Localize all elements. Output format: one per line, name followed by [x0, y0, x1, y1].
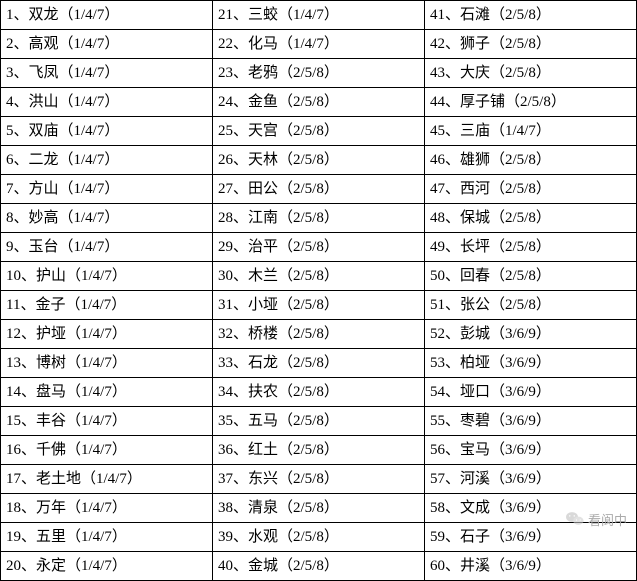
- table-row: 13、博树（1/4/7）33、石龙（2/5/8）53、柏垭（3/6/9）: [1, 349, 637, 378]
- table-row: 2、高观（1/4/7）22、化马（1/4/7）42、狮子（2/5/8）: [1, 30, 637, 59]
- table-cell: 33、石龙（2/5/8）: [213, 349, 425, 378]
- table-row: 16、千佛（1/4/7）36、红土（2/5/8）56、宝马（3/6/9）: [1, 436, 637, 465]
- table-cell: 44、厚子铺（2/5/8）: [425, 88, 637, 117]
- table-row: 6、二龙（1/4/7）26、天林（2/5/8）46、雄狮（2/5/8）: [1, 146, 637, 175]
- table-cell: 38、清泉（2/5/8）: [213, 494, 425, 523]
- table-cell: 21、三蛟（1/4/7）: [213, 1, 425, 30]
- table-cell: 43、大庆（2/5/8）: [425, 59, 637, 88]
- table-cell: 56、宝马（3/6/9）: [425, 436, 637, 465]
- table-cell: 32、桥楼（2/5/8）: [213, 320, 425, 349]
- table-cell: 17、老土地（1/4/7）: [1, 465, 213, 494]
- table-row: 18、万年（1/4/7）38、清泉（2/5/8）58、文成（3/6/9）: [1, 494, 637, 523]
- table-row: 20、永定（1/4/7）40、金城（2/5/8）60、井溪（3/6/9）: [1, 552, 637, 581]
- table-cell: 10、护山（1/4/7）: [1, 262, 213, 291]
- table-row: 5、双庙（1/4/7）25、天宫（2/5/8）45、三庙（1/4/7）: [1, 117, 637, 146]
- table-cell: 23、老鸦（2/5/8）: [213, 59, 425, 88]
- table-cell: 40、金城（2/5/8）: [213, 552, 425, 581]
- table-cell: 11、金子（1/4/7）: [1, 291, 213, 320]
- table-cell: 26、天林（2/5/8）: [213, 146, 425, 175]
- table-cell: 2、高观（1/4/7）: [1, 30, 213, 59]
- table-cell: 25、天宫（2/5/8）: [213, 117, 425, 146]
- table-row: 3、飞凤（1/4/7）23、老鸦（2/5/8）43、大庆（2/5/8）: [1, 59, 637, 88]
- table-cell: 31、小垭（2/5/8）: [213, 291, 425, 320]
- table-row: 1、双龙（1/4/7）21、三蛟（1/4/7）41、石滩（2/5/8）: [1, 1, 637, 30]
- table-cell: 53、柏垭（3/6/9）: [425, 349, 637, 378]
- table-cell: 60、井溪（3/6/9）: [425, 552, 637, 581]
- table-cell: 28、江南（2/5/8）: [213, 204, 425, 233]
- table-cell: 27、田公（2/5/8）: [213, 175, 425, 204]
- table-cell: 37、东兴（2/5/8）: [213, 465, 425, 494]
- table-cell: 48、保城（2/5/8）: [425, 204, 637, 233]
- table-cell: 41、石滩（2/5/8）: [425, 1, 637, 30]
- table-cell: 30、木兰（2/5/8）: [213, 262, 425, 291]
- table-cell: 49、长坪（2/5/8）: [425, 233, 637, 262]
- table-row: 4、洪山（1/4/7）24、金鱼（2/5/8）44、厚子铺（2/5/8）: [1, 88, 637, 117]
- watermark: 看阆中: [566, 510, 627, 529]
- table-cell: 29、治平（2/5/8）: [213, 233, 425, 262]
- table-row: 11、金子（1/4/7）31、小垭（2/5/8）51、张公（2/5/8）: [1, 291, 637, 320]
- table-cell: 35、五马（2/5/8）: [213, 407, 425, 436]
- wechat-icon: [566, 511, 584, 529]
- table-cell: 13、博树（1/4/7）: [1, 349, 213, 378]
- table-cell: 4、洪山（1/4/7）: [1, 88, 213, 117]
- table-cell: 3、飞凤（1/4/7）: [1, 59, 213, 88]
- table-cell: 57、河溪（3/6/9）: [425, 465, 637, 494]
- table-cell: 1、双龙（1/4/7）: [1, 1, 213, 30]
- table-row: 15、丰谷（1/4/7）35、五马（2/5/8）55、枣碧（3/6/9）: [1, 407, 637, 436]
- table-row: 17、老土地（1/4/7）37、东兴（2/5/8）57、河溪（3/6/9）: [1, 465, 637, 494]
- table-cell: 8、妙高（1/4/7）: [1, 204, 213, 233]
- schedule-table: 1、双龙（1/4/7）21、三蛟（1/4/7）41、石滩（2/5/8）2、高观（…: [0, 0, 637, 581]
- table-row: 9、玉台（1/4/7）29、治平（2/5/8）49、长坪（2/5/8）: [1, 233, 637, 262]
- table-cell: 50、回春（2/5/8）: [425, 262, 637, 291]
- table-cell: 7、方山（1/4/7）: [1, 175, 213, 204]
- table-cell: 45、三庙（1/4/7）: [425, 117, 637, 146]
- table-cell: 16、千佛（1/4/7）: [1, 436, 213, 465]
- table-cell: 51、张公（2/5/8）: [425, 291, 637, 320]
- table-cell: 14、盘马（1/4/7）: [1, 378, 213, 407]
- table-cell: 12、护垭（1/4/7）: [1, 320, 213, 349]
- table-cell: 47、西河（2/5/8）: [425, 175, 637, 204]
- table-cell: 19、五里（1/4/7）: [1, 523, 213, 552]
- table-row: 8、妙高（1/4/7）28、江南（2/5/8）48、保城（2/5/8）: [1, 204, 637, 233]
- table-cell: 46、雄狮（2/5/8）: [425, 146, 637, 175]
- table-cell: 39、水观（2/5/8）: [213, 523, 425, 552]
- table-cell: 20、永定（1/4/7）: [1, 552, 213, 581]
- table-cell: 55、枣碧（3/6/9）: [425, 407, 637, 436]
- table-cell: 22、化马（1/4/7）: [213, 30, 425, 59]
- table-row: 12、护垭（1/4/7）32、桥楼（2/5/8）52、彭城（3/6/9）: [1, 320, 637, 349]
- table-cell: 15、丰谷（1/4/7）: [1, 407, 213, 436]
- watermark-text: 看阆中: [588, 510, 627, 529]
- table-cell: 6、二龙（1/4/7）: [1, 146, 213, 175]
- table-cell: 24、金鱼（2/5/8）: [213, 88, 425, 117]
- table-cell: 5、双庙（1/4/7）: [1, 117, 213, 146]
- table-cell: 18、万年（1/4/7）: [1, 494, 213, 523]
- table-row: 7、方山（1/4/7）27、田公（2/5/8）47、西河（2/5/8）: [1, 175, 637, 204]
- table-cell: 36、红土（2/5/8）: [213, 436, 425, 465]
- table-row: 10、护山（1/4/7）30、木兰（2/5/8）50、回春（2/5/8）: [1, 262, 637, 291]
- table-cell: 54、垭口（3/6/9）: [425, 378, 637, 407]
- table-cell: 34、扶农（2/5/8）: [213, 378, 425, 407]
- table-cell: 9、玉台（1/4/7）: [1, 233, 213, 262]
- table-cell: 52、彭城（3/6/9）: [425, 320, 637, 349]
- table-cell: 42、狮子（2/5/8）: [425, 30, 637, 59]
- table-row: 14、盘马（1/4/7）34、扶农（2/5/8）54、垭口（3/6/9）: [1, 378, 637, 407]
- table-row: 19、五里（1/4/7）39、水观（2/5/8）59、石子（3/6/9）: [1, 523, 637, 552]
